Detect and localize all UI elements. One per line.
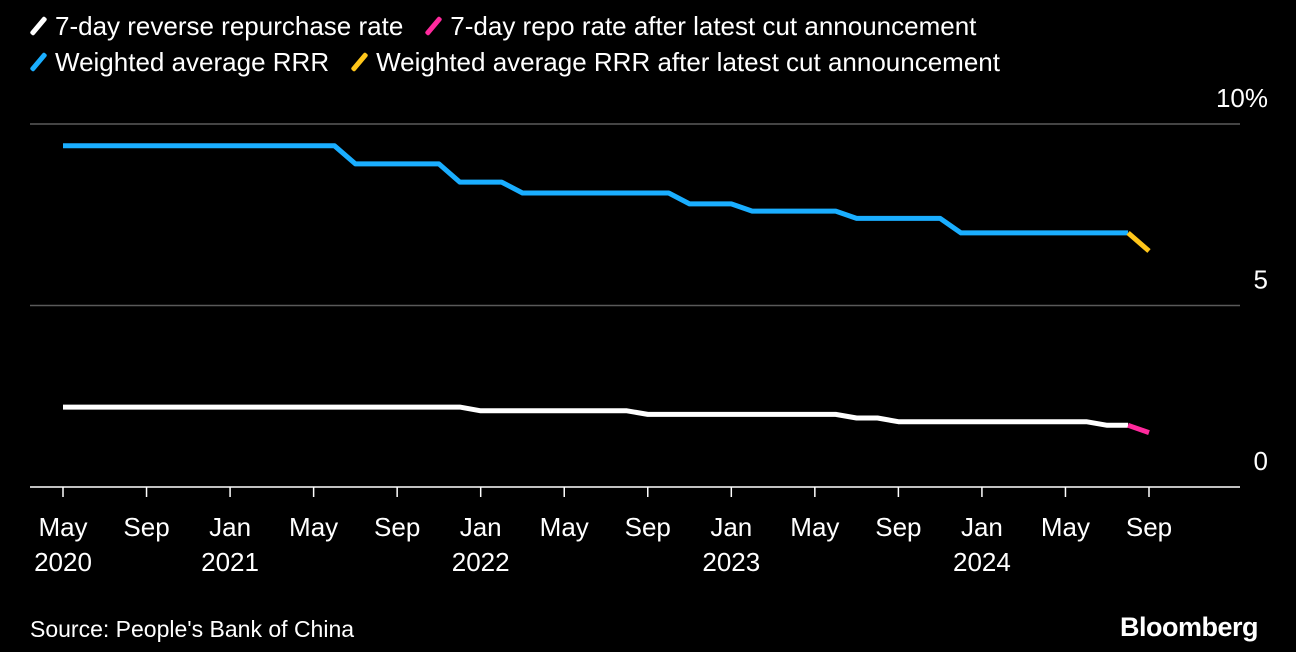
x-tick-year: 2020 [34, 547, 92, 577]
x-tick-label: Jan [710, 512, 752, 542]
x-tick-label: May [540, 512, 589, 542]
legend-row-1: 7-day reverse repurchase rate 7-day repo… [29, 8, 1270, 44]
series-line-rrr-after-cut [1126, 231, 1151, 253]
x-tick-label: Jan [961, 512, 1003, 542]
legend-label: 7-day repo rate after latest cut announc… [450, 10, 977, 41]
x-tick-label: Sep [875, 512, 921, 542]
source-note: Source: People's Bank of China [30, 616, 355, 642]
x-tick-label: May [1041, 512, 1090, 542]
x-tick-year: 2024 [953, 547, 1011, 577]
x-tick-label: Jan [209, 512, 251, 542]
x-tick-label: May [790, 512, 839, 542]
legend-label: Weighted average RRR [55, 46, 330, 77]
x-tick-label: Jan [460, 512, 502, 542]
legend-label: 7-day reverse repurchase rate [55, 10, 404, 41]
legend-item-rrr: Weighted average RRR [29, 46, 330, 78]
series-line-rrr [63, 143, 1129, 236]
x-tick-year: 2021 [201, 547, 259, 577]
legend-item-reverse-repo: 7-day reverse repurchase rate [29, 10, 404, 42]
legend: 7-day reverse repurchase rate 7-day repo… [29, 8, 1270, 80]
x-tick-label: Sep [374, 512, 420, 542]
x-tick-label: May [38, 512, 87, 542]
legend-row-2: Weighted average RRR Weighted average RR… [29, 44, 1270, 80]
x-tick-label: May [289, 512, 338, 542]
series-line-repo-after-cut [1127, 422, 1150, 435]
x-tick-label: Sep [625, 512, 671, 542]
legend-item-rrr-after-cut: Weighted average RRR after latest cut an… [350, 46, 1000, 78]
x-tick-year: 2022 [452, 547, 510, 577]
legend-item-repo-after-cut: 7-day repo rate after latest cut announc… [424, 10, 977, 42]
series-line-reverse-repo [63, 404, 1129, 428]
x-tick-label: Sep [1126, 512, 1172, 542]
x-tick-year: 2023 [702, 547, 760, 577]
y-tick-label: 10% [1216, 83, 1268, 113]
legend-label: Weighted average RRR after latest cut an… [376, 46, 1000, 77]
line-chart: 10% 5 0 May 2020 Sep Jan 2021 May Sep Jan 2022 May Se… [30, 83, 1268, 577]
x-tick-label: Sep [123, 512, 169, 542]
y-tick-label: 0 [1254, 446, 1268, 476]
y-tick-label: 5 [1254, 265, 1268, 295]
bloomberg-logo: Bloomberg [1119, 612, 1259, 642]
